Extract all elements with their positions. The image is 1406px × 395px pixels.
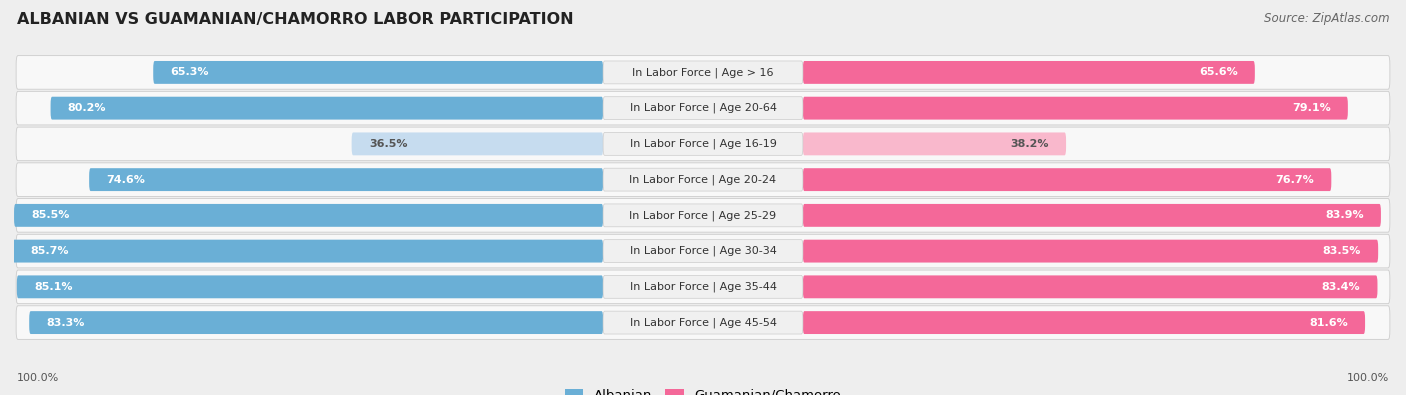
FancyBboxPatch shape	[153, 61, 603, 84]
FancyBboxPatch shape	[803, 311, 1365, 334]
FancyBboxPatch shape	[803, 168, 1331, 191]
FancyBboxPatch shape	[13, 240, 603, 263]
FancyBboxPatch shape	[603, 168, 803, 191]
FancyBboxPatch shape	[803, 275, 1378, 298]
FancyBboxPatch shape	[15, 270, 1391, 304]
Text: In Labor Force | Age 45-54: In Labor Force | Age 45-54	[630, 317, 776, 328]
Text: 83.5%: 83.5%	[1323, 246, 1361, 256]
Text: 83.4%: 83.4%	[1322, 282, 1360, 292]
FancyBboxPatch shape	[603, 97, 803, 120]
Text: 74.6%: 74.6%	[107, 175, 145, 184]
Text: 36.5%: 36.5%	[368, 139, 408, 149]
FancyBboxPatch shape	[89, 168, 603, 191]
Text: 76.7%: 76.7%	[1275, 175, 1315, 184]
Text: 83.3%: 83.3%	[46, 318, 84, 327]
Text: ALBANIAN VS GUAMANIAN/CHAMORRO LABOR PARTICIPATION: ALBANIAN VS GUAMANIAN/CHAMORRO LABOR PAR…	[17, 12, 574, 27]
Text: 38.2%: 38.2%	[1011, 139, 1049, 149]
FancyBboxPatch shape	[603, 61, 803, 84]
FancyBboxPatch shape	[803, 61, 1254, 84]
Text: In Labor Force | Age 20-24: In Labor Force | Age 20-24	[630, 174, 776, 185]
Text: In Labor Force | Age 30-34: In Labor Force | Age 30-34	[630, 246, 776, 256]
Text: 83.9%: 83.9%	[1324, 211, 1364, 220]
FancyBboxPatch shape	[15, 56, 1391, 89]
Text: 79.1%: 79.1%	[1292, 103, 1330, 113]
FancyBboxPatch shape	[15, 127, 1391, 161]
FancyBboxPatch shape	[14, 204, 603, 227]
Text: 85.1%: 85.1%	[34, 282, 73, 292]
Text: Source: ZipAtlas.com: Source: ZipAtlas.com	[1264, 12, 1389, 25]
Text: 81.6%: 81.6%	[1309, 318, 1348, 327]
FancyBboxPatch shape	[15, 234, 1391, 268]
FancyBboxPatch shape	[603, 204, 803, 227]
FancyBboxPatch shape	[30, 311, 603, 334]
FancyBboxPatch shape	[603, 132, 803, 155]
FancyBboxPatch shape	[803, 97, 1348, 120]
Text: 100.0%: 100.0%	[17, 373, 59, 383]
Text: 80.2%: 80.2%	[67, 103, 107, 113]
FancyBboxPatch shape	[51, 97, 603, 120]
FancyBboxPatch shape	[803, 132, 1066, 155]
FancyBboxPatch shape	[803, 204, 1381, 227]
FancyBboxPatch shape	[352, 132, 603, 155]
Text: In Labor Force | Age 35-44: In Labor Force | Age 35-44	[630, 282, 776, 292]
Legend: Albanian, Guamanian/Chamorro: Albanian, Guamanian/Chamorro	[560, 384, 846, 395]
FancyBboxPatch shape	[603, 240, 803, 263]
Text: In Labor Force | Age 16-19: In Labor Force | Age 16-19	[630, 139, 776, 149]
FancyBboxPatch shape	[803, 240, 1378, 263]
FancyBboxPatch shape	[603, 311, 803, 334]
FancyBboxPatch shape	[15, 199, 1391, 232]
Text: 100.0%: 100.0%	[1347, 373, 1389, 383]
Text: 85.7%: 85.7%	[30, 246, 69, 256]
FancyBboxPatch shape	[15, 163, 1391, 196]
Text: 65.3%: 65.3%	[170, 68, 209, 77]
FancyBboxPatch shape	[17, 275, 603, 298]
Text: In Labor Force | Age 25-29: In Labor Force | Age 25-29	[630, 210, 776, 221]
Text: In Labor Force | Age 20-64: In Labor Force | Age 20-64	[630, 103, 776, 113]
Text: In Labor Force | Age > 16: In Labor Force | Age > 16	[633, 67, 773, 78]
FancyBboxPatch shape	[15, 306, 1391, 339]
Text: 65.6%: 65.6%	[1199, 68, 1237, 77]
FancyBboxPatch shape	[603, 275, 803, 298]
FancyBboxPatch shape	[15, 91, 1391, 125]
Text: 85.5%: 85.5%	[31, 211, 70, 220]
